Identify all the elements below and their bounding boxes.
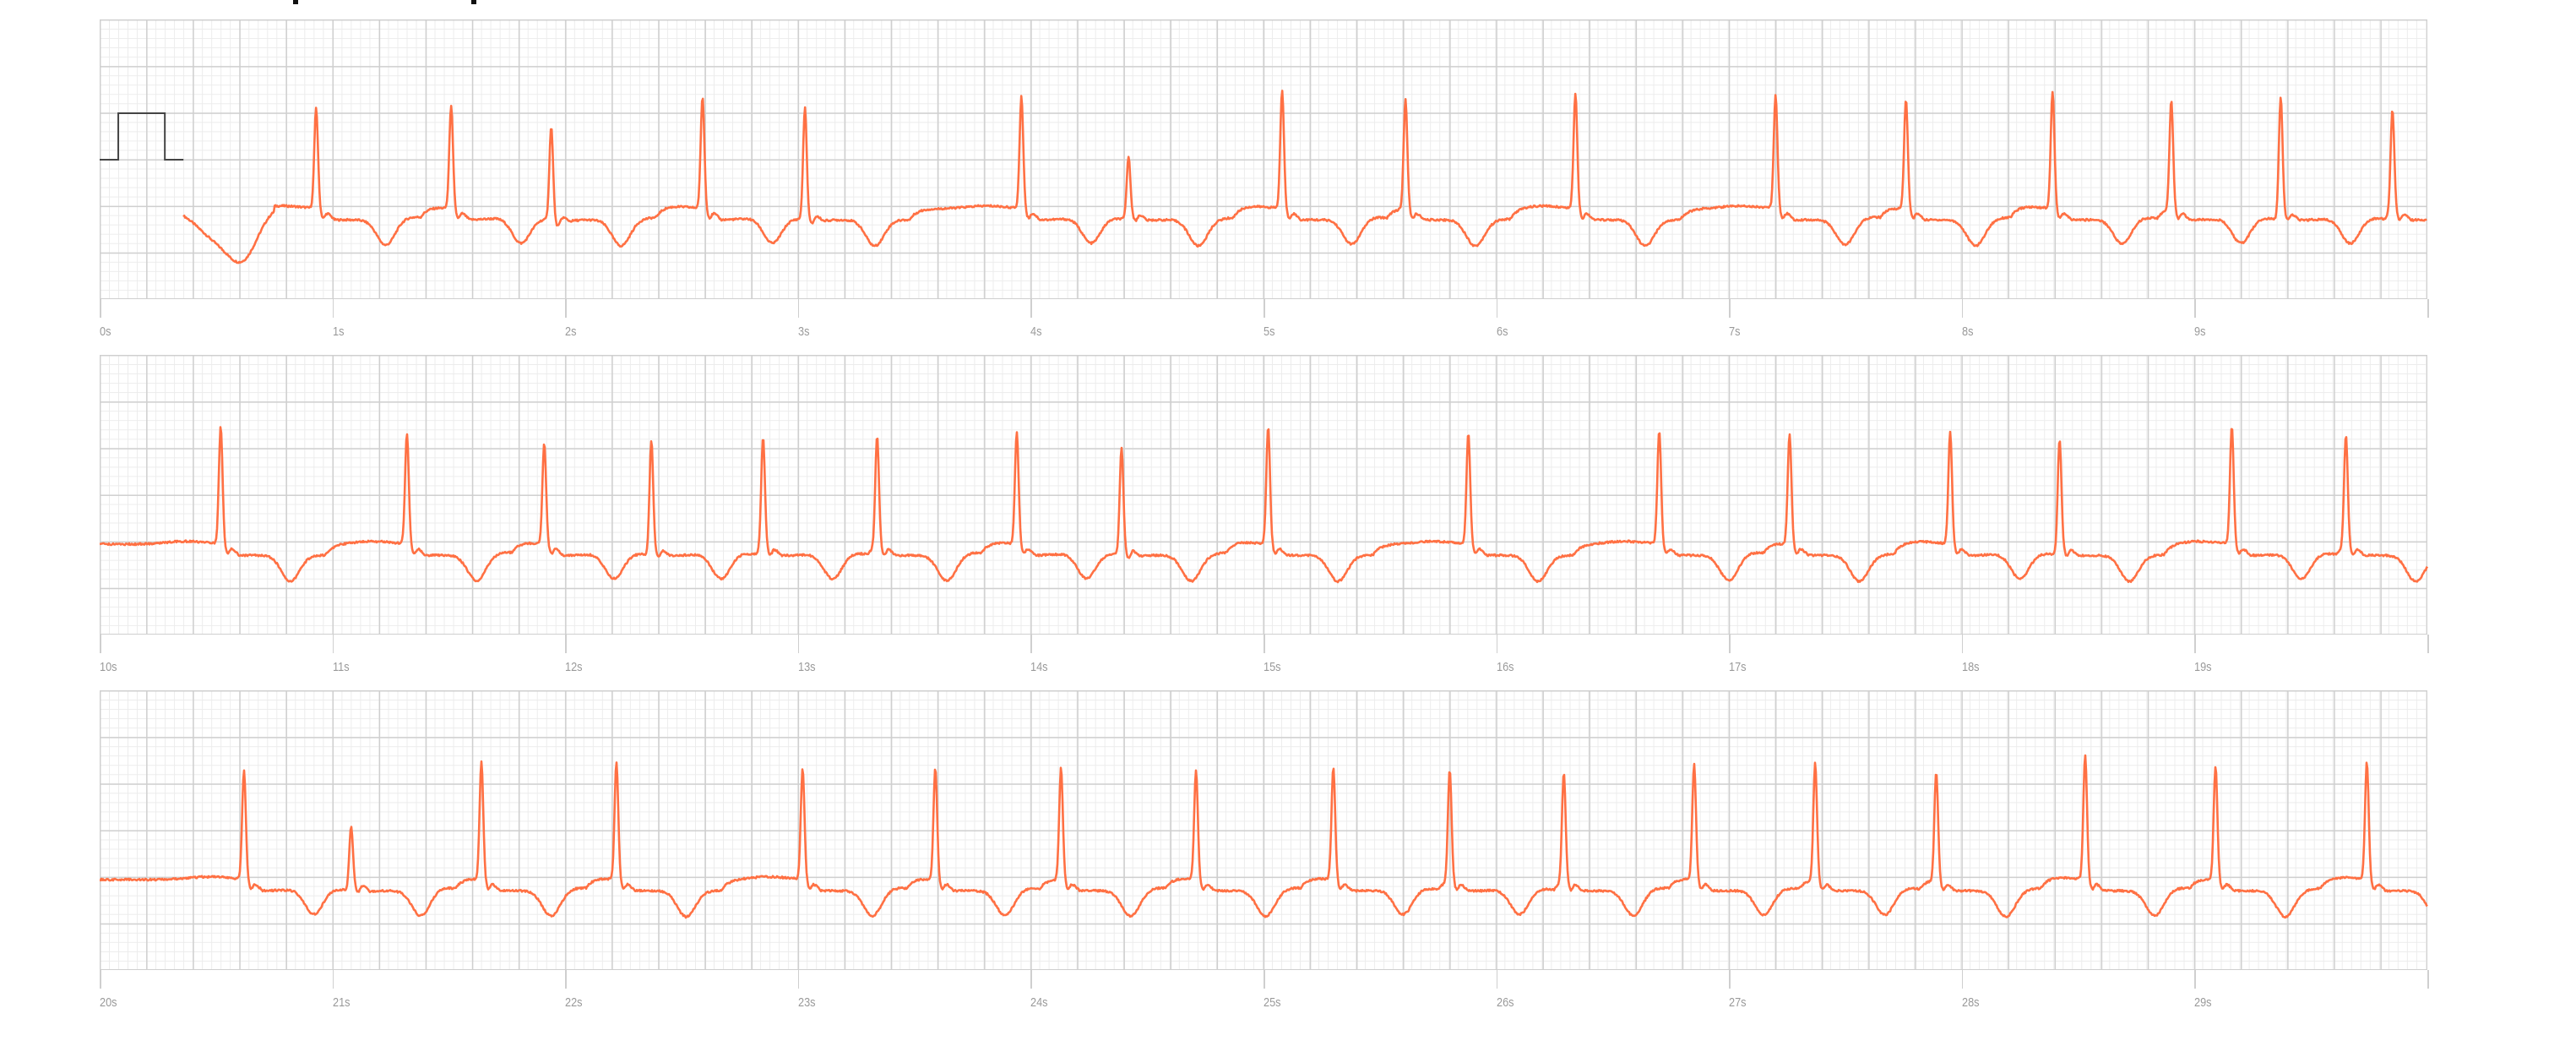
tick-label: 3s — [797, 324, 810, 339]
tick-label: 22s — [565, 995, 583, 1010]
tick-label: 5s — [1264, 324, 1275, 339]
tick-label: 28s — [1961, 995, 1980, 1010]
tick-mark — [2194, 970, 2196, 989]
tick-mark — [797, 299, 800, 318]
tick-label: 20s — [100, 995, 117, 1010]
tick-mark — [1030, 635, 1032, 653]
ecg-trace — [99, 754, 2428, 919]
heading-fragment — [471, 0, 476, 4]
time-axis-2: 10s 11s 12s 13s 14s 15s 16s 17s 18s 19s — [100, 635, 2429, 674]
tick-label: 11s — [332, 660, 350, 674]
tick-mark — [565, 970, 567, 989]
tick-mark — [100, 299, 101, 318]
tick-mark — [100, 970, 101, 989]
ecg-strip-1 — [100, 19, 2427, 299]
tick-label: 14s — [1030, 660, 1048, 674]
tick-mark — [332, 970, 334, 989]
heading-fragment — [293, 0, 298, 4]
tick-label: 29s — [2194, 995, 2212, 1010]
tick-mark — [1729, 970, 1731, 989]
tick-mark — [1961, 299, 1964, 318]
tick-mark — [2427, 970, 2429, 989]
tick-mark — [332, 299, 334, 318]
tick-label: 0s — [100, 324, 111, 339]
tick-mark — [1030, 970, 1032, 989]
tick-label: 9s — [2194, 324, 2206, 339]
tick-label: 6s — [1496, 324, 1508, 339]
tick-label: 27s — [1729, 995, 1747, 1010]
tick-label: 21s — [332, 995, 351, 1010]
tick-label: 10s — [100, 660, 117, 674]
tick-label: 7s — [1729, 324, 1741, 339]
tick-mark — [797, 970, 800, 989]
tick-mark — [2427, 635, 2429, 653]
ecg-trace — [182, 90, 2427, 264]
tick-label: 2s — [565, 324, 577, 339]
tick-label: 16s — [1496, 660, 1514, 674]
tick-mark — [1961, 635, 1964, 653]
time-axis-1: 0s 1s 2s 3s 4s 5s 6s 7s 8s 9s — [100, 299, 2429, 339]
tick-mark — [1729, 299, 1731, 318]
tick-mark — [1264, 635, 1265, 653]
tick-mark — [1496, 970, 1498, 989]
tick-mark — [1264, 299, 1265, 318]
tick-label: 8s — [1961, 324, 1974, 339]
calibration-pulse — [100, 112, 184, 161]
tick-label: 13s — [797, 660, 816, 674]
tick-mark — [2427, 299, 2429, 318]
tick-mark — [100, 635, 101, 653]
tick-label: 4s — [1030, 324, 1042, 339]
tick-mark — [2194, 299, 2196, 318]
tick-mark — [1496, 299, 1498, 318]
tick-mark — [1030, 299, 1032, 318]
ecg-trace-layer — [100, 90, 2427, 264]
ecg-trace-layer — [99, 754, 2428, 919]
tick-mark — [1729, 635, 1731, 653]
ecg-trace — [99, 426, 2429, 584]
ecg-strip-3 — [99, 690, 2428, 970]
tick-mark — [797, 635, 800, 653]
tick-label: 25s — [1264, 995, 1281, 1010]
tick-label: 17s — [1729, 660, 1747, 674]
tick-mark — [565, 635, 567, 653]
tick-mark — [1496, 635, 1498, 653]
tick-mark — [565, 299, 567, 318]
tick-mark — [1961, 970, 1964, 989]
tick-label: 18s — [1961, 660, 1980, 674]
tick-mark — [1264, 970, 1265, 989]
tick-mark — [332, 635, 334, 653]
tick-mark — [2194, 635, 2196, 653]
tick-label: 19s — [2194, 660, 2212, 674]
ecg-strip-2 — [99, 355, 2429, 635]
tick-label: 15s — [1264, 660, 1281, 674]
time-axis-3: 20s 21s 22s 23s 24s 25s 26s 27s 28s 29s — [100, 970, 2429, 1010]
tick-label: 23s — [797, 995, 816, 1010]
tick-label: 26s — [1496, 995, 1514, 1010]
ecg-trace-layer — [99, 426, 2429, 584]
tick-label: 1s — [332, 324, 345, 339]
tick-label: 24s — [1030, 995, 1048, 1010]
tick-label: 12s — [565, 660, 583, 674]
